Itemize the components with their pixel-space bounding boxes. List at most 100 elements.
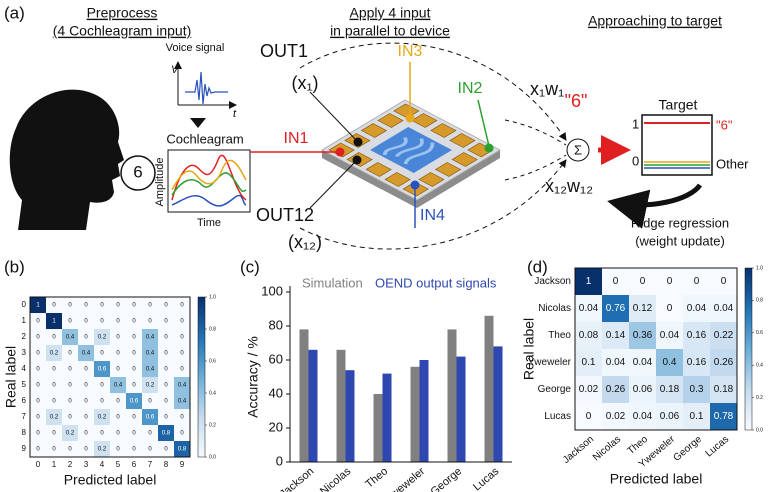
heatmap-cell bbox=[62, 329, 78, 345]
heatmap-cell bbox=[683, 376, 710, 403]
cell-label: 0 bbox=[68, 447, 72, 453]
cell-label: 0.08 bbox=[579, 330, 599, 341]
cell-label: 0.4 bbox=[178, 383, 187, 389]
cell-label: 0 bbox=[640, 276, 646, 287]
cell-label: 0 bbox=[116, 367, 120, 373]
heatmap-cell bbox=[158, 329, 174, 345]
heatmap-cell bbox=[710, 322, 737, 349]
y-tick-label: Yweweler bbox=[528, 357, 572, 368]
cell-label: 0 bbox=[52, 303, 56, 309]
cell-label: 0 bbox=[36, 319, 40, 325]
x-tick-label: 2 bbox=[68, 460, 73, 469]
header: Preprocess bbox=[87, 5, 158, 21]
output-dot bbox=[353, 137, 363, 147]
x-tick-label: 9 bbox=[180, 460, 185, 469]
cell-label: 0 bbox=[84, 319, 88, 325]
panel-label: (c) bbox=[240, 257, 260, 276]
cell-label: 0.4 bbox=[66, 335, 75, 341]
input-line bbox=[477, 99, 490, 147]
cell-label: 0 bbox=[132, 431, 136, 437]
heatmap-cell bbox=[110, 393, 126, 409]
cell-label: 0 bbox=[667, 303, 673, 314]
heatmap-cell bbox=[158, 361, 174, 377]
cell-label: 0 bbox=[100, 303, 104, 309]
cell-label: 0 bbox=[68, 319, 72, 325]
weight-arc bbox=[299, 159, 567, 250]
heatmap-cell bbox=[30, 441, 46, 457]
cell-label: 0 bbox=[68, 351, 72, 357]
axis-label: Time bbox=[197, 217, 221, 229]
heatmap-cell bbox=[126, 345, 142, 361]
y-axis-title: Real label bbox=[521, 318, 537, 380]
heatmap-cell bbox=[30, 409, 46, 425]
cell-label: 0.1 bbox=[690, 411, 704, 422]
cell-label: 0.3 bbox=[690, 384, 704, 395]
cell-label: 0.4 bbox=[114, 383, 123, 389]
y-tick-label: 3 bbox=[22, 348, 27, 357]
colorbar-tick-label: 0.6 bbox=[756, 330, 763, 336]
x-tick-label: 1 bbox=[52, 460, 57, 469]
panel-a: (a) Preprocess (4 Cochleagram input) App… bbox=[4, 3, 749, 251]
heatmap-cell bbox=[62, 377, 78, 393]
y-tick-label: 60 bbox=[269, 351, 283, 366]
heatmap-cell bbox=[126, 425, 142, 441]
heatmap-cell bbox=[78, 425, 94, 441]
heatmap-cell bbox=[62, 409, 78, 425]
weight-label: x₁₂w₁₂ bbox=[545, 176, 593, 196]
heatmap-cell bbox=[629, 268, 656, 295]
cell-label: 0 bbox=[116, 351, 120, 357]
heatmap-cell bbox=[710, 349, 737, 376]
heatmap-cell bbox=[78, 409, 94, 425]
weight-arc bbox=[504, 154, 567, 181]
feedback-arrow bbox=[607, 183, 703, 229]
x-axis-title: Predicted label bbox=[610, 471, 703, 487]
cell-label: 0 bbox=[132, 367, 136, 373]
colorbar-tick-label: 0.6 bbox=[209, 358, 216, 364]
heatmap-cell bbox=[94, 409, 110, 425]
axis-label: Amplitude bbox=[154, 158, 166, 207]
x-tick-label: 3 bbox=[84, 460, 89, 469]
y-tick-label: 2 bbox=[22, 332, 27, 341]
cell-label: 0.26 bbox=[606, 384, 626, 395]
cell-label: 0.2 bbox=[50, 415, 59, 421]
heatmap-cell bbox=[78, 329, 94, 345]
heatmap-cell bbox=[78, 345, 94, 361]
heatmap-cell bbox=[142, 409, 158, 425]
head-icon bbox=[9, 89, 124, 230]
heatmap-cell bbox=[656, 376, 683, 403]
heatmap-cell bbox=[174, 393, 190, 409]
heatmap-cell bbox=[656, 322, 683, 349]
heatmap-cell bbox=[46, 409, 62, 425]
cell-label: 0 bbox=[694, 276, 700, 287]
heatmap-cell bbox=[656, 403, 683, 430]
heatmap-cell bbox=[46, 441, 62, 457]
cell-label: 0 bbox=[164, 415, 168, 421]
heatmap-cell bbox=[602, 268, 629, 295]
cell-label: 0 bbox=[180, 415, 184, 421]
heatmap-cell bbox=[46, 329, 62, 345]
cell-label: 0.06 bbox=[633, 384, 653, 395]
cell-label: 0.4 bbox=[82, 351, 91, 357]
heatmap-cell bbox=[126, 313, 142, 329]
heatmap-cell bbox=[683, 349, 710, 376]
heatmap-cell bbox=[683, 268, 710, 295]
heatmap-cell bbox=[110, 361, 126, 377]
colorbar-tick-label: 0.4 bbox=[756, 363, 763, 369]
cell-label: 0 bbox=[148, 303, 152, 309]
cell-label: 0.8 bbox=[178, 447, 187, 453]
cell-label: 0 bbox=[100, 431, 104, 437]
cell-label: 0 bbox=[148, 399, 152, 405]
heatmap-cell bbox=[602, 376, 629, 403]
cell-label: 0 bbox=[116, 335, 120, 341]
bar bbox=[373, 394, 383, 462]
weight-label: x₁w₁ bbox=[530, 79, 564, 99]
cell-label: 0 bbox=[84, 431, 88, 437]
panel-label: (b) bbox=[4, 257, 25, 276]
cell-label: 0 bbox=[84, 415, 88, 421]
heatmap-cell bbox=[174, 297, 190, 313]
cell-label: 0 bbox=[100, 399, 104, 405]
cell-label: 0 bbox=[84, 367, 88, 373]
cell-label: 0 bbox=[164, 447, 168, 453]
heatmap-cell bbox=[158, 409, 174, 425]
heatmap-frame bbox=[574, 267, 738, 431]
